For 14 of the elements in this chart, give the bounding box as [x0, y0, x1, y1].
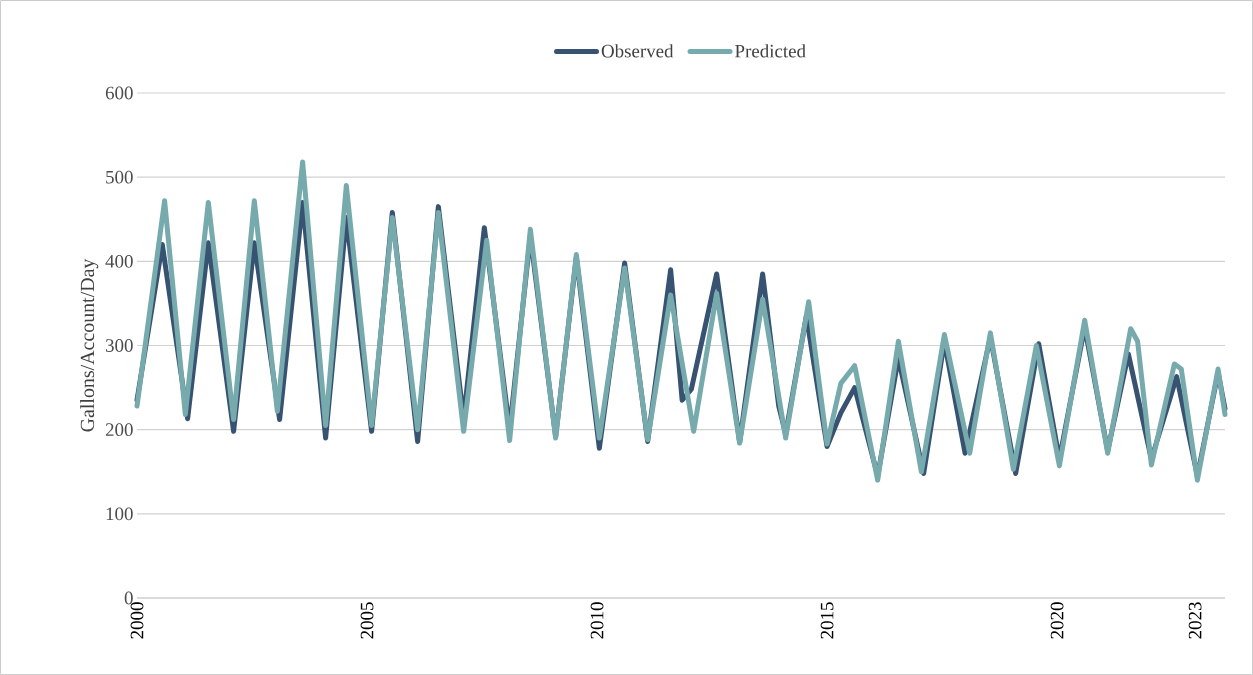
y-tick-label: 100 — [106, 507, 133, 521]
x-tick-label: 2023 — [1188, 602, 1202, 639]
x-tick-label: 2015 — [820, 602, 834, 639]
legend-label: Predicted — [735, 44, 806, 58]
x-tick-label: 2020 — [1050, 602, 1064, 639]
y-tick-label: 500 — [106, 170, 133, 184]
x-tick-label: 2010 — [590, 602, 604, 639]
y-tick-label: 400 — [105, 254, 133, 268]
y-tick-label: 600 — [105, 86, 133, 100]
y-axis-title: Gallons/Account/Day — [80, 258, 99, 432]
x-tick-label: 2005 — [360, 602, 374, 639]
y-tick-label: 300 — [105, 339, 133, 352]
y-tick-label: 200 — [105, 423, 133, 437]
legend-label: Observed — [601, 44, 674, 58]
